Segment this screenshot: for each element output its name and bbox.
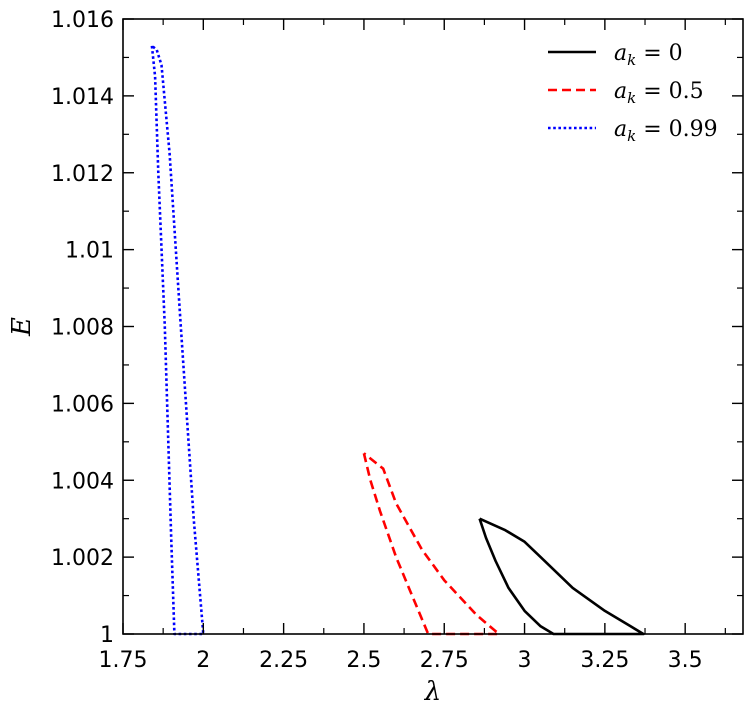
legend: ak = 0 ak = 0.5 ak = 0.99 — [548, 41, 718, 145]
plot-frame — [122, 18, 744, 635]
x-tick-label: 3.5 — [668, 648, 703, 673]
legend-entry-0: ak = 0 — [614, 41, 683, 69]
x-tick-label: 1.75 — [99, 648, 148, 673]
legend-entry-2: ak = 0.99 — [614, 117, 718, 145]
x-tick-label: 3 — [518, 648, 532, 673]
x-tick-label: 2.25 — [259, 648, 308, 673]
y-tick-label: 1.014 — [51, 85, 114, 110]
y-tick-label: 1.004 — [51, 469, 114, 494]
y-tick-label: 1.008 — [51, 316, 114, 341]
x-tick-label: 2 — [196, 648, 210, 673]
x-axis-label: λ — [424, 677, 441, 707]
y-tick-label: 1.01 — [65, 239, 114, 264]
y-tick-label: 1.006 — [51, 392, 114, 417]
y-tick-label: 1.016 — [51, 8, 114, 33]
x-tick-label: 2.5 — [346, 648, 381, 673]
series-line-2 — [150, 44, 205, 636]
y-tick-label: 1.002 — [51, 546, 114, 571]
y-axis-label: E — [7, 317, 37, 337]
y-tick-label: 1.012 — [51, 162, 114, 187]
tick-labels: 1.75 2 2.25 2.5 2.75 3 3.25 3.5 1 1.002 1.004 1.006… — [51, 8, 703, 673]
legend-entry-1: ak = 0.5 — [614, 79, 704, 107]
x-tick-label: 3.25 — [580, 648, 629, 673]
x-tick-label: 2.75 — [420, 648, 469, 673]
y-tick-label: 1 — [100, 623, 114, 648]
